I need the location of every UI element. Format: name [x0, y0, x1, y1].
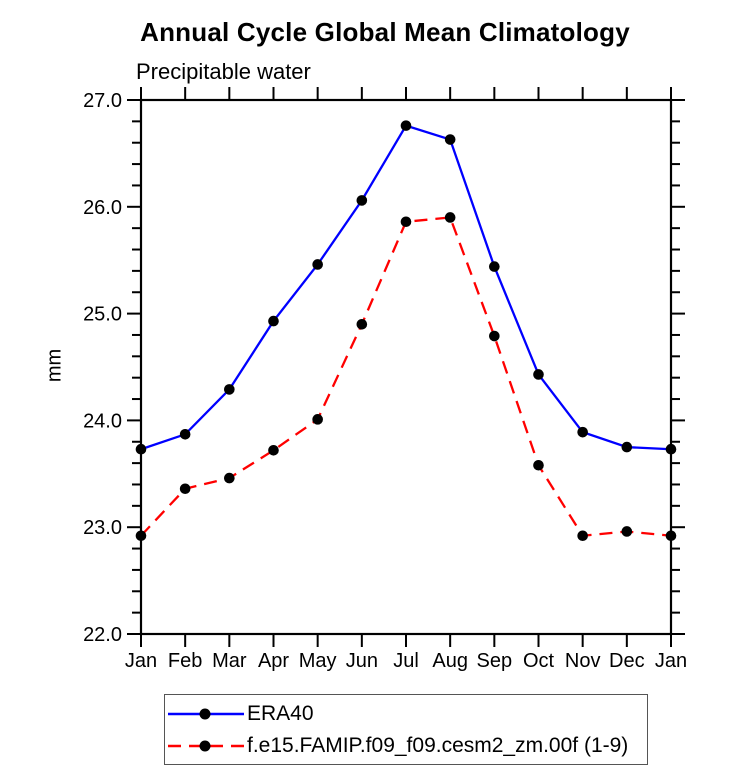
y-tick-label: 23.0: [83, 517, 122, 539]
y-tick-label: 26.0: [83, 197, 122, 219]
data-point-marker: [400, 216, 412, 228]
y-tick-label: 24.0: [83, 410, 122, 432]
data-point-marker: [577, 426, 588, 438]
series-line-solid: [140, 124, 672, 451]
data-point-marker: [577, 530, 588, 542]
data-point-marker: [489, 330, 500, 342]
data-point-marker: [444, 212, 456, 223]
solid-line-sample-icon: [168, 708, 244, 719]
data-point-marker: [400, 120, 412, 131]
x-tick-label: Mar: [212, 650, 247, 672]
y-tick-label: 25.0: [83, 304, 122, 326]
x-tick-label: May: [299, 650, 337, 672]
chart-subtitle: Precipitable water: [136, 59, 311, 84]
x-tick-label: Nov: [565, 650, 601, 672]
x-tick-label: Jan: [125, 650, 157, 672]
data-point-marker: [621, 526, 633, 537]
data-point-marker: [224, 384, 235, 395]
data-point-marker: [356, 195, 368, 206]
axis-frame: [139, 98, 673, 636]
data-point-marker: [665, 530, 677, 542]
series-line-dashed: [140, 216, 672, 537]
x-tick-label: Jan: [655, 650, 687, 672]
data-point-marker: [179, 483, 191, 495]
legend-label-era40: ERA40: [247, 701, 314, 725]
x-tick-label: Aug: [432, 650, 468, 672]
data-point-marker: [179, 428, 191, 440]
data-point-marker: [356, 318, 368, 330]
legend-row-era40: ERA40: [165, 698, 647, 730]
chart-title: Annual Cycle Global Mean Climatology: [140, 17, 630, 47]
data-point-marker: [444, 134, 456, 145]
data-point-marker: [621, 441, 633, 453]
data-point-marker: [665, 443, 677, 455]
data-point-marker: [489, 261, 500, 272]
data-point-marker: [268, 315, 279, 327]
data-point-marker: [312, 259, 323, 270]
dashed-line-sample-icon: [168, 740, 244, 751]
x-tick-label: Dec: [609, 650, 645, 672]
y-tick-label: 22.0: [83, 624, 122, 646]
x-tick-label: Feb: [168, 650, 202, 672]
legend: ERA40 f.e15.FAMIP.f09_f09.cesm2_zm.00f (…: [164, 694, 648, 765]
data-point-marker: [268, 445, 279, 456]
legend-row-famip: f.e15.FAMIP.f09_f09.cesm2_zm.00f (1-9): [165, 730, 647, 762]
x-tick-label: Jul: [393, 650, 419, 672]
data-point-marker: [135, 443, 147, 455]
data-point-marker: [533, 369, 544, 380]
x-tick-label: Sep: [477, 650, 513, 672]
data-point-marker: [135, 530, 147, 542]
x-tick-label: Oct: [523, 650, 555, 672]
x-tick-label: Apr: [258, 650, 289, 672]
data-point-marker: [312, 414, 323, 425]
y-tick-label: 27.0: [83, 90, 122, 112]
data-point-marker: [224, 472, 235, 484]
x-tick-label: Jun: [346, 650, 378, 672]
legend-label-famip: f.e15.FAMIP.f09_f09.cesm2_zm.00f (1-9): [247, 733, 629, 757]
data-point-marker: [533, 459, 544, 471]
